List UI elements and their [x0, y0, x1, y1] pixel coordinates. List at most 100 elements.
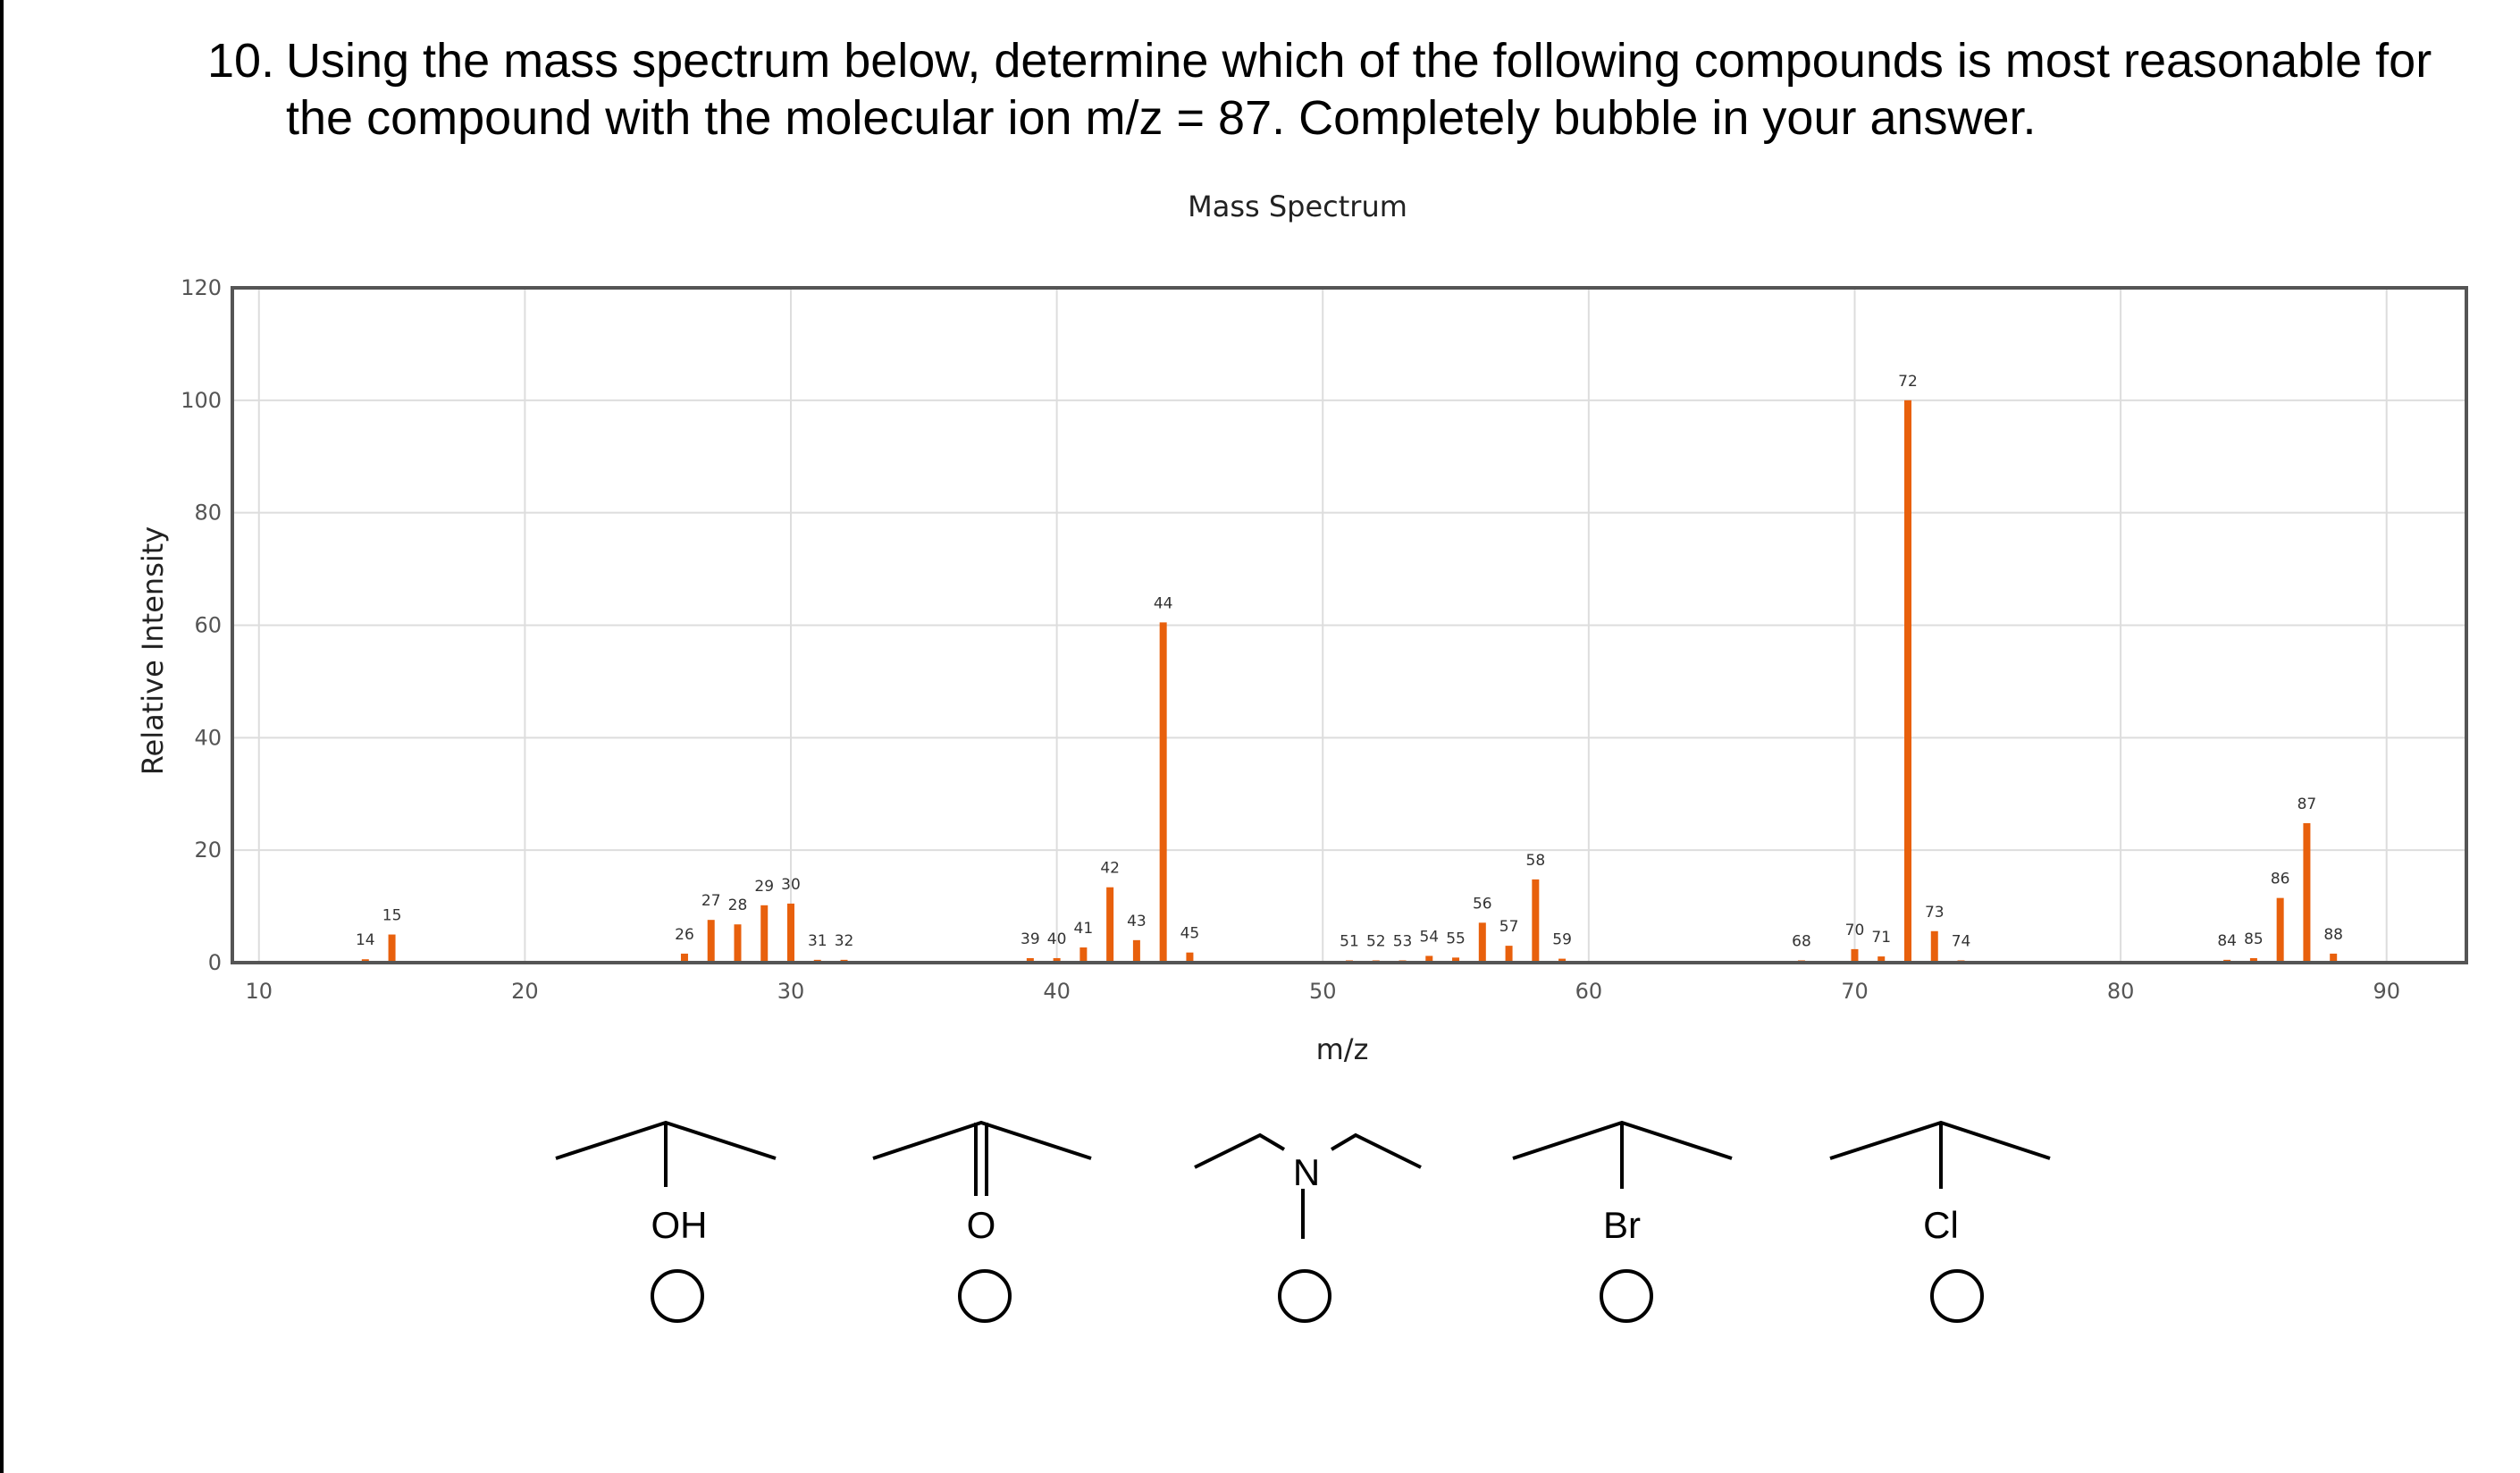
x-tick-label: 60 [1575, 979, 1603, 1004]
left-border-rule [0, 0, 4, 1473]
peak-label: 55 [1446, 930, 1466, 947]
choice-label-cl: Cl [1923, 1204, 1959, 1246]
peak-bar [2276, 897, 2284, 963]
question-line-1: Using the mass spectrum below, determine… [286, 34, 2432, 88]
x-tick-label: 40 [1043, 979, 1071, 1004]
x-tick-label: 20 [511, 979, 539, 1004]
question-text: 10. Using the mass spectrum below, determ… [207, 32, 2459, 147]
choice-label-br: Br [1603, 1204, 1641, 1246]
peak-label: 68 [1792, 932, 1811, 950]
peak-label: 56 [1473, 895, 1492, 913]
peak-bar [1159, 622, 1167, 963]
peak-label: 52 [1366, 932, 1386, 950]
peak-label: 51 [1340, 932, 1359, 950]
peak-bar [1053, 957, 1061, 963]
y-tick-label: 40 [194, 725, 222, 750]
choice-label-oh: OH [651, 1204, 708, 1246]
peak-bar [1505, 946, 1513, 963]
plot-frame [231, 286, 2468, 964]
structure-2-bromobutane [1512, 1120, 1733, 1189]
answer-bubble-amine[interactable] [1278, 1269, 1331, 1323]
y-tick-label: 80 [194, 501, 222, 526]
peak-label: 84 [2217, 932, 2237, 950]
structure-2-butanol [555, 1120, 777, 1187]
tick-labels: 10 20 30 40 50 60 70 80 90 0 20 40 60 80 100 120 [181, 275, 2400, 1004]
peak-label: 42 [1100, 860, 1120, 878]
peak-label: 39 [1021, 930, 1040, 948]
peak-label: 73 [1925, 904, 1945, 922]
answer-bubble-ketone[interactable] [958, 1269, 1012, 1323]
peak-bar [787, 903, 794, 963]
peak-label: 72 [1898, 373, 1918, 391]
peak-label: 40 [1047, 930, 1067, 948]
peak-bar [1425, 955, 1433, 963]
structure-2-chlorobutane [1829, 1120, 2051, 1189]
peak-bar [707, 920, 715, 963]
y-tick-label: 120 [181, 275, 222, 300]
question-line-2: the compound with the molecular ion m/z … [286, 91, 2037, 145]
peak-label: 71 [1871, 929, 1891, 947]
peak-bar [760, 905, 769, 963]
peak-bar [1930, 930, 1938, 963]
y-axis-label: Relative Intensity [136, 526, 170, 776]
peak-bar [1478, 922, 1486, 963]
peak-label: 59 [1552, 931, 1572, 949]
x-tick-label: 10 [245, 979, 273, 1004]
grid [232, 287, 2466, 964]
peak-label: 31 [808, 932, 827, 950]
peak-label: 43 [1127, 913, 1147, 930]
peak-label: 28 [728, 896, 748, 914]
answer-bubble-alcohol[interactable] [651, 1269, 704, 1323]
y-tick-label: 100 [181, 388, 222, 413]
peak-label: 44 [1154, 594, 1173, 612]
peak-label: 53 [1393, 932, 1413, 950]
peak-bar [2249, 957, 2257, 963]
question-number: 10. [207, 34, 275, 88]
peak-labels: 14 15 26 27 28 29 30 31 32 39 40 41 42 43 44 45 51 52 53 54… [356, 373, 2343, 951]
x-tick-label: 90 [2373, 979, 2400, 1004]
peak-label: 32 [835, 932, 854, 950]
peak-bar [1877, 956, 1886, 963]
peak-label: 86 [2271, 871, 2290, 888]
peak-label: 85 [2244, 930, 2264, 948]
peak-bar [2303, 822, 2311, 963]
peak-bar [388, 934, 396, 963]
choice-label-o: O [967, 1204, 996, 1246]
bars [361, 400, 2338, 963]
peak-bar [1558, 958, 1567, 963]
peak-label: 15 [382, 907, 402, 925]
peak-bar [1026, 957, 1034, 963]
structure-2-butanone [872, 1120, 1092, 1196]
x-tick-label: 80 [2107, 979, 2135, 1004]
peak-bar [734, 924, 742, 963]
peak-bar [2330, 953, 2338, 963]
choice-label-n: N [1293, 1151, 1320, 1193]
peak-bar [1079, 947, 1088, 963]
peak-label: 29 [754, 878, 774, 896]
peak-label: 30 [781, 876, 801, 894]
peak-label: 70 [1845, 922, 1865, 939]
answer-bubble-chloride[interactable] [1930, 1269, 1984, 1323]
peak-label: 74 [1952, 932, 1971, 950]
peak-bar [1106, 887, 1114, 963]
x-tick-label: 50 [1309, 979, 1337, 1004]
answer-bubble-bromide[interactable] [1600, 1269, 1653, 1323]
peak-label: 45 [1180, 925, 1200, 943]
chart-title: Mass Spectrum [1188, 189, 1407, 223]
peak-bar [1532, 879, 1540, 963]
peak-label: 14 [356, 931, 375, 949]
peak-label: 41 [1074, 920, 1094, 938]
peak-label: 57 [1499, 918, 1519, 936]
peak-bar [1186, 952, 1194, 963]
y-tick-label: 20 [194, 838, 222, 863]
peak-label: 26 [675, 926, 694, 944]
peak-bar [1452, 957, 1460, 963]
y-tick-label: 0 [208, 950, 222, 975]
y-tick-label: 60 [194, 613, 222, 638]
peak-bar [680, 953, 688, 963]
x-axis-label: m/z [1316, 1032, 1369, 1066]
peak-label: 88 [2323, 926, 2343, 944]
peak-label: 54 [1419, 928, 1439, 946]
peak-label: 87 [2297, 795, 2317, 813]
